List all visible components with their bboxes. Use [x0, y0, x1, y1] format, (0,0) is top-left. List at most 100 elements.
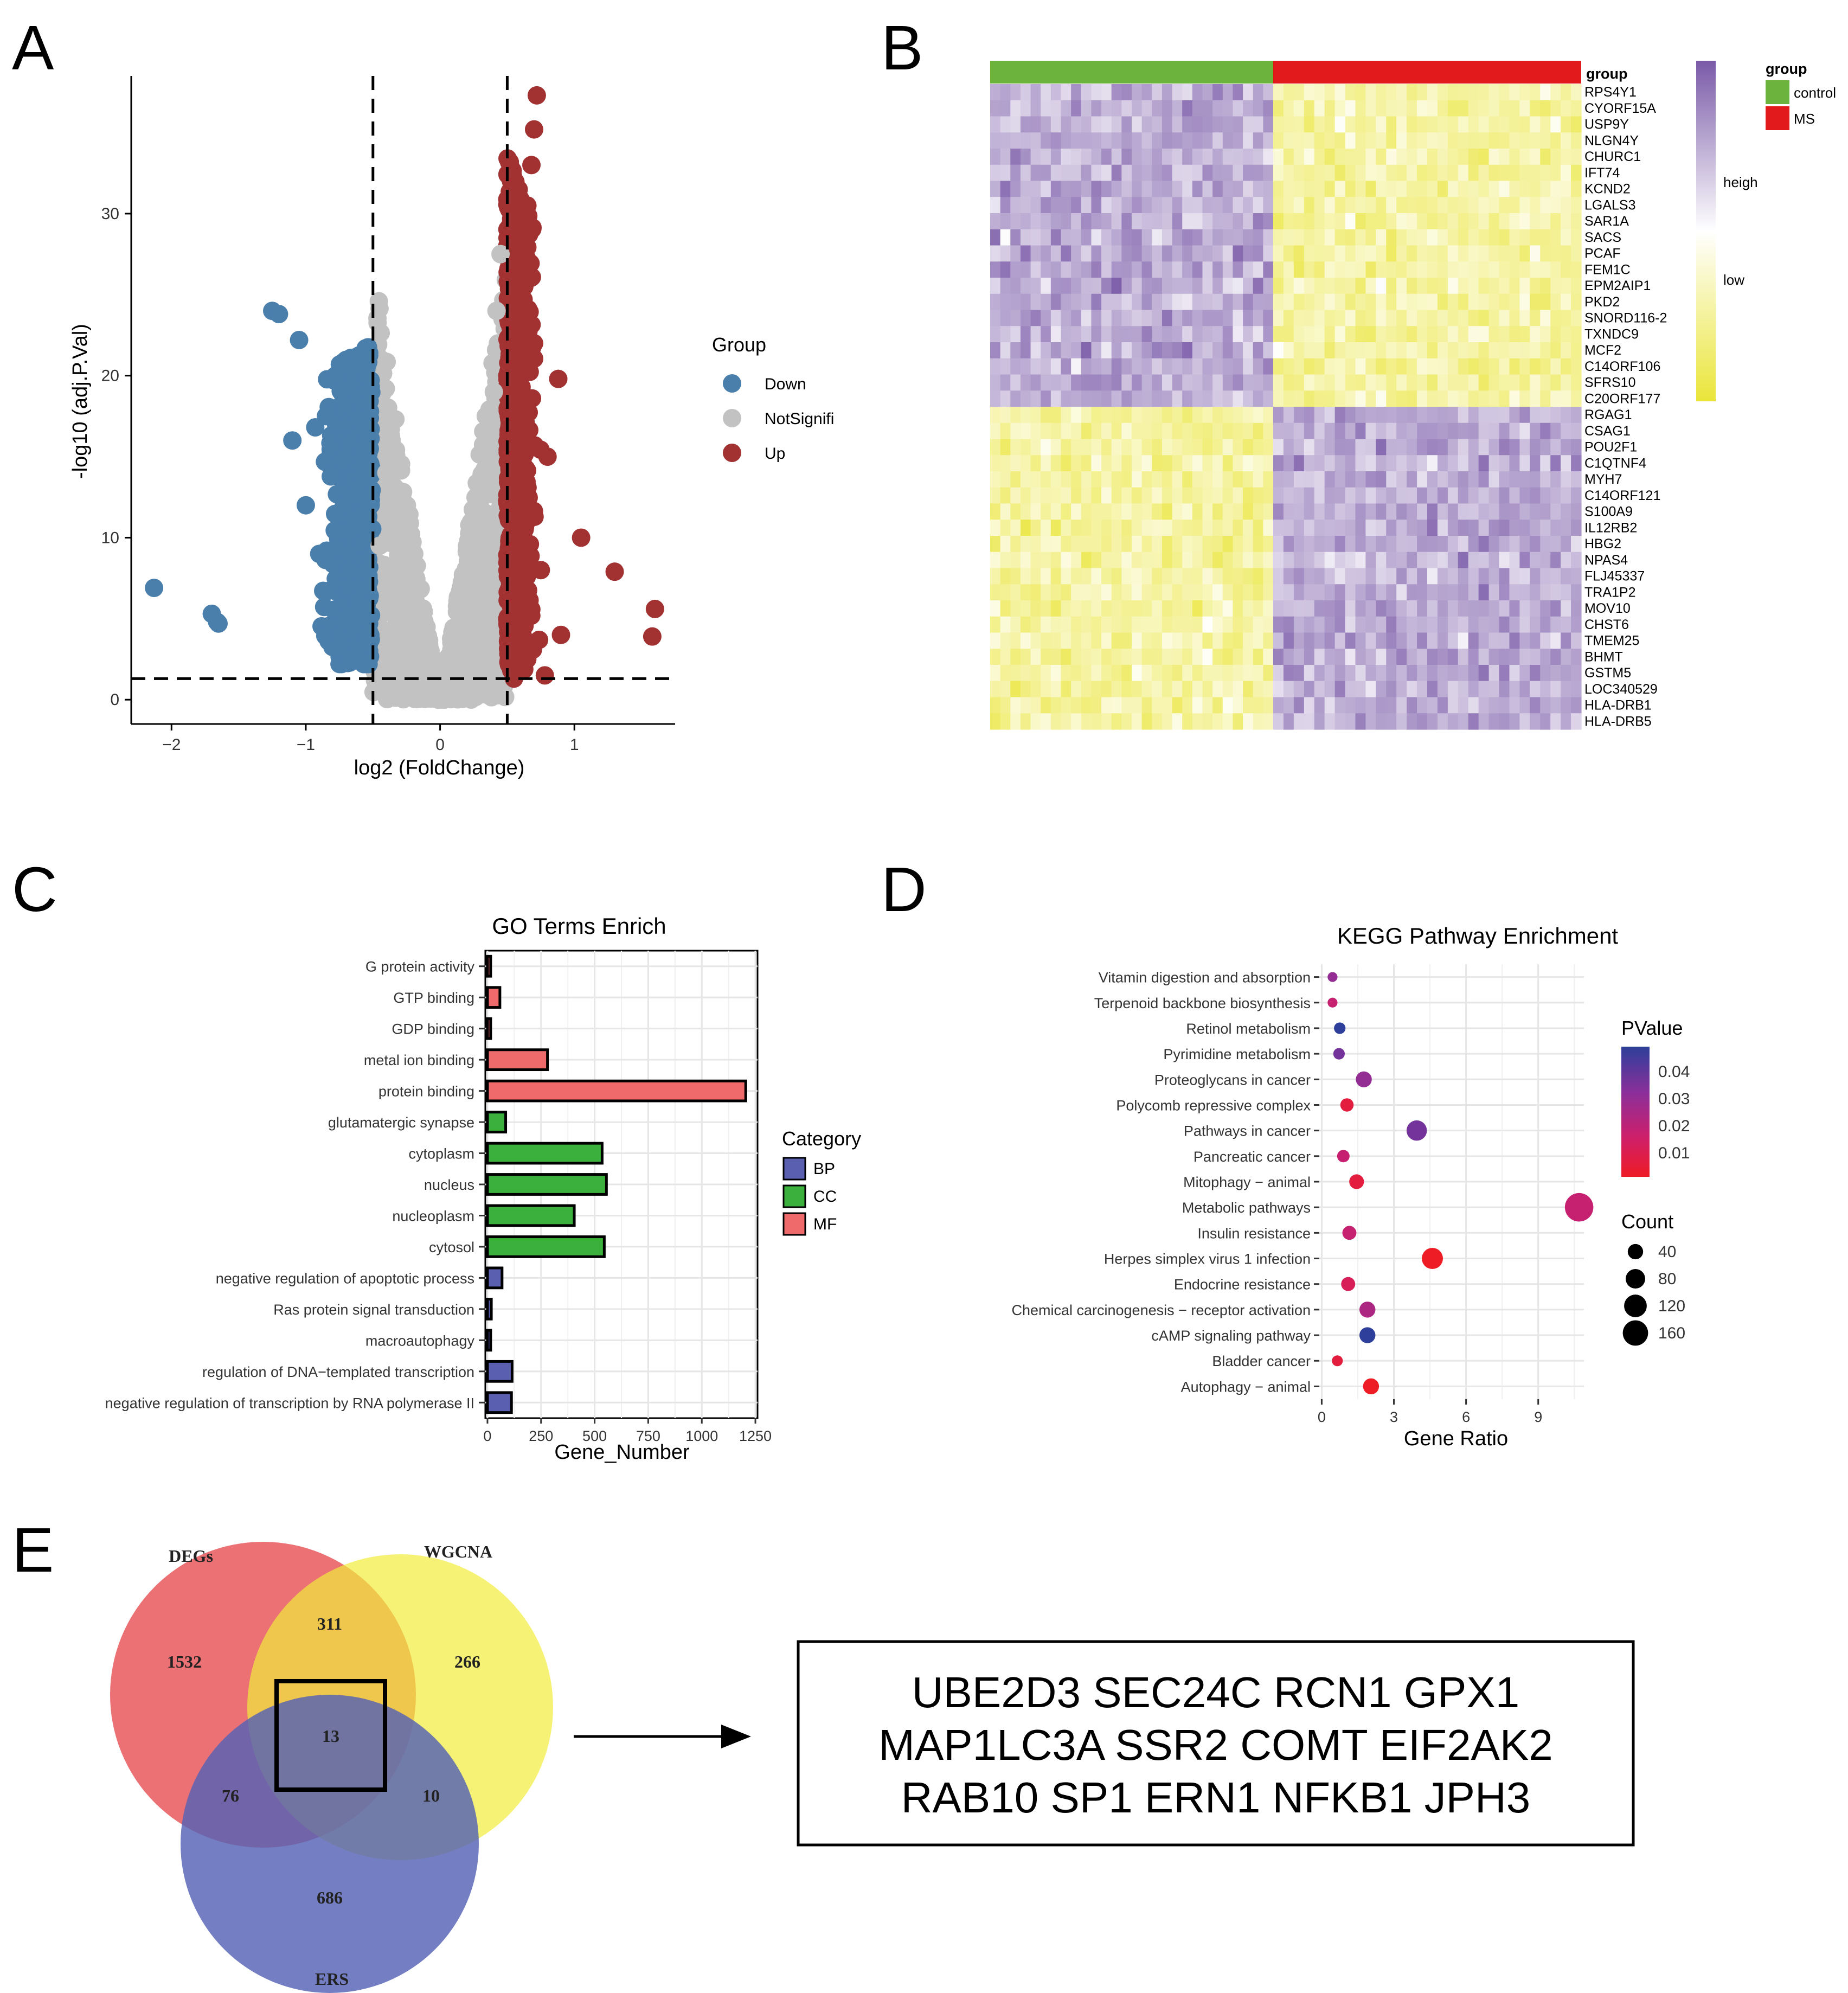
heatmap-cell	[1253, 261, 1263, 278]
volcano-point	[461, 535, 480, 554]
heatmap-cell	[1458, 422, 1469, 440]
heatmap-cell	[1324, 616, 1336, 633]
heatmap-cell	[1324, 245, 1336, 262]
heatmap-cell	[1253, 278, 1263, 294]
heatmap-cell	[1386, 342, 1397, 359]
heatmap-cell	[1334, 713, 1346, 730]
heatmap-cell	[1468, 229, 1479, 246]
heatmap-cell	[1233, 261, 1243, 278]
heatmap-cell	[1111, 600, 1122, 617]
heatmap-cell	[1550, 471, 1561, 488]
heatmap-cell	[1365, 213, 1376, 230]
heatmap-cell	[1293, 665, 1305, 682]
heatmap-cell	[1376, 374, 1387, 391]
heatmap-cell	[1182, 116, 1193, 133]
heatmap-cell	[1550, 390, 1561, 407]
heatmap-cell	[1222, 439, 1234, 456]
heatmap-cell	[1071, 116, 1082, 133]
heatmap-cell	[1041, 632, 1051, 649]
heatmap-cell	[1152, 407, 1163, 424]
heatmap-cell	[1355, 681, 1366, 698]
heatmap-cell	[1010, 261, 1021, 278]
heatmap-cell	[1071, 149, 1082, 165]
heatmap-cell	[1253, 665, 1263, 682]
heatmap-cell	[1141, 536, 1152, 553]
volcano-point-notsignifi	[484, 382, 503, 401]
heatmap-cell	[1172, 600, 1183, 617]
heatmap-cell	[1222, 326, 1234, 343]
heatmap-cell	[1162, 245, 1173, 262]
heatmap-cell	[1182, 261, 1193, 278]
gene-label: GSTM5	[1584, 665, 1631, 681]
heatmap-cell	[1417, 681, 1428, 698]
heatmap-cell	[1540, 520, 1551, 536]
heatmap-cell	[1263, 245, 1274, 262]
heatmap-cell	[1437, 632, 1448, 649]
heatmap-cell	[1152, 310, 1163, 326]
heatmap-cell	[1050, 358, 1062, 375]
heatmap-cell	[1000, 100, 1011, 117]
heatmap-cell	[1202, 293, 1213, 311]
heatmap-cell	[1519, 132, 1530, 149]
heatmap-cell	[1427, 374, 1438, 391]
heatmap-cell	[1293, 116, 1305, 133]
heatmap-cell	[1386, 439, 1397, 456]
heatmap-cell	[1417, 697, 1428, 714]
heatmap-cell	[1499, 229, 1510, 246]
heatmap-cell	[1334, 181, 1346, 197]
heatmap-cell	[1020, 293, 1031, 311]
heatmap-cell	[1233, 632, 1243, 649]
heatmap-cell	[1345, 358, 1356, 375]
heatmap-cell	[1253, 422, 1263, 440]
heatmap-cell	[1152, 149, 1163, 165]
heatmap-cell	[1182, 390, 1193, 407]
heatmap-cell	[1293, 552, 1305, 569]
heatmap-cell	[1233, 697, 1243, 714]
heatmap-cell	[1376, 649, 1387, 665]
heatmap-cell	[1111, 100, 1122, 117]
heatmap-cell	[1101, 503, 1112, 520]
heatmap-cell	[1365, 261, 1376, 278]
heatmap-cell	[1222, 536, 1234, 553]
heatmap-cell	[1141, 439, 1152, 456]
heatmap-cell	[1101, 520, 1112, 536]
heatmap-cell	[1202, 229, 1213, 246]
heatmap-cell	[1478, 568, 1490, 585]
heatmap-cell	[1132, 229, 1143, 246]
heatmap-cell	[1162, 520, 1173, 536]
heatmap-cell	[1061, 713, 1071, 730]
heatmap-cell	[1509, 149, 1520, 165]
heatmap-cell	[1396, 261, 1407, 278]
heatmap-cell	[1243, 665, 1254, 682]
heatmap-cell	[1396, 471, 1407, 488]
heatmap-cell	[1091, 229, 1102, 246]
heatmap-cell	[1407, 681, 1417, 698]
heatmap-cell	[1468, 455, 1479, 472]
heatmap-cell	[1519, 181, 1530, 197]
heatmap-cell	[1571, 229, 1582, 246]
heatmap-cell	[1253, 439, 1263, 456]
heatmap-cell	[1000, 326, 1011, 343]
heatmap-cell	[1561, 439, 1571, 456]
gene-label: SAR1A	[1584, 214, 1629, 229]
heatmap-cell	[1283, 278, 1294, 294]
heatmap-cell	[1314, 471, 1325, 488]
heatmap-cell	[1020, 342, 1031, 359]
heatmap-cell	[1061, 84, 1071, 101]
heatmap-cell	[1010, 455, 1021, 472]
heatmap-cell	[1050, 84, 1062, 101]
heatmap-cell	[1222, 503, 1234, 520]
heatmap-cell	[1293, 536, 1305, 553]
heatmap-cell	[1061, 471, 1071, 488]
heatmap-cell	[1334, 132, 1346, 149]
heatmap-cell	[1101, 407, 1112, 424]
heatmap-cell	[1355, 455, 1366, 472]
heatmap-cell	[1010, 407, 1021, 424]
heatmap-cell	[1071, 536, 1082, 553]
volcano-point	[474, 422, 493, 441]
heatmap-cell	[1243, 132, 1254, 149]
heatmap-cell	[1010, 390, 1021, 407]
group-label-control: control	[1794, 85, 1836, 101]
heatmap-cell	[1020, 584, 1031, 601]
heatmap-cell	[1182, 342, 1193, 359]
